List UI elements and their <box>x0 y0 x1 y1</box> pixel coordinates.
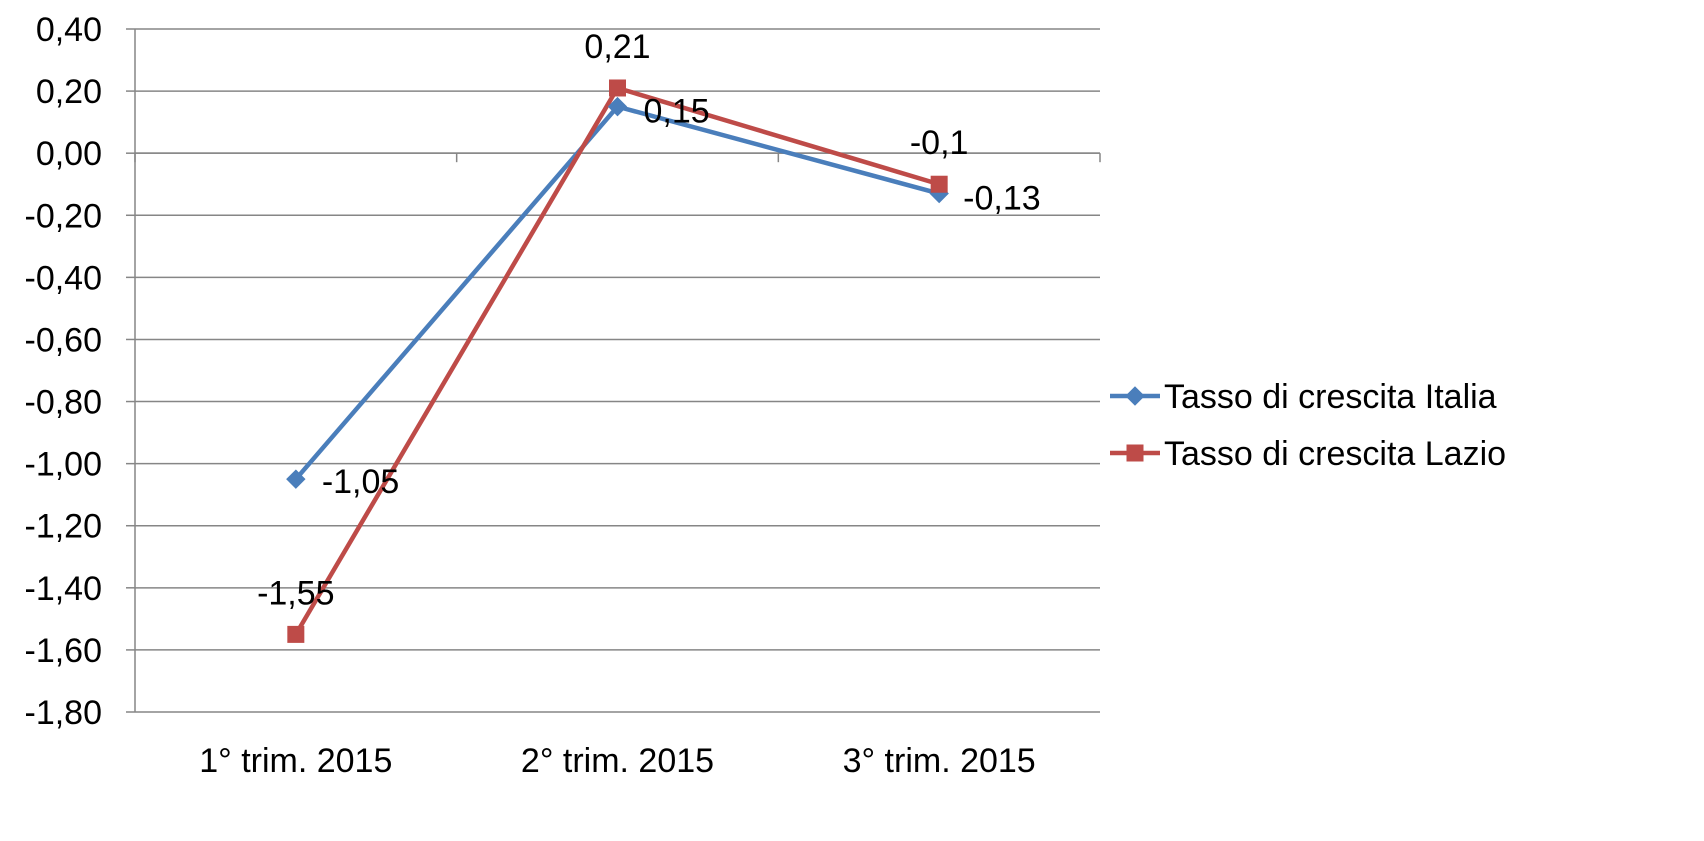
data-label: 0,15 <box>644 93 710 131</box>
data-labels: -1,05 0,15 -0,13 -1,55 0,21 -0,1 <box>257 28 1041 612</box>
marker-square <box>609 79 626 97</box>
y-tick-label: -0,80 <box>25 384 103 422</box>
data-label: -0,13 <box>963 180 1041 218</box>
marker-diamond <box>607 96 628 117</box>
legend-label: Tasso di crescita Lazio <box>1164 435 1506 473</box>
x-tick-label: 2° trim. 2015 <box>521 742 714 780</box>
x-tick-label: 3° trim. 2015 <box>843 742 1036 780</box>
y-tick-label: 0,20 <box>36 73 102 111</box>
data-label: -0,1 <box>910 124 969 162</box>
y-tick-label: 0,00 <box>36 135 102 173</box>
marker-square <box>287 625 305 643</box>
y-tick-label: -1,20 <box>25 508 103 546</box>
legend: Tasso di crescita Italia Tasso di crescit… <box>1110 378 1506 473</box>
y-tick-label: -1,60 <box>25 632 103 670</box>
legend-label: Tasso di crescita Italia <box>1164 378 1497 416</box>
x-tick-label: 1° trim. 2015 <box>199 742 392 780</box>
x-axis-tick-labels: 1° trim. 2015 2° trim. 2015 3° trim. 2015 <box>199 742 1035 780</box>
y-tick-label: -1,40 <box>25 570 103 608</box>
marker-diamond <box>286 469 306 489</box>
axes <box>126 28 1101 713</box>
series-line <box>293 85 940 636</box>
y-tick-label: 0,40 <box>36 11 102 49</box>
series-markers <box>286 79 949 643</box>
data-label: -1,05 <box>322 463 400 501</box>
y-tick-label: -1,80 <box>25 694 103 732</box>
y-axis-tick-labels: 0,40 0,20 0,00 -0,20 -0,40 -0,60 -0,80 -1,00 -1,… <box>25 11 103 732</box>
data-label: -1,55 <box>257 574 335 612</box>
series-line <box>294 104 940 481</box>
series-lines <box>293 85 940 636</box>
data-label: 0,21 <box>584 28 650 66</box>
marker-square <box>930 175 948 193</box>
marker-diamond <box>1125 386 1145 406</box>
y-tick-label: -0,20 <box>25 197 103 235</box>
marker-square <box>1126 444 1144 462</box>
y-tick-label: -1,00 <box>25 446 103 484</box>
y-tick-label: -0,60 <box>25 321 103 359</box>
y-tick-label: -0,40 <box>25 259 103 297</box>
